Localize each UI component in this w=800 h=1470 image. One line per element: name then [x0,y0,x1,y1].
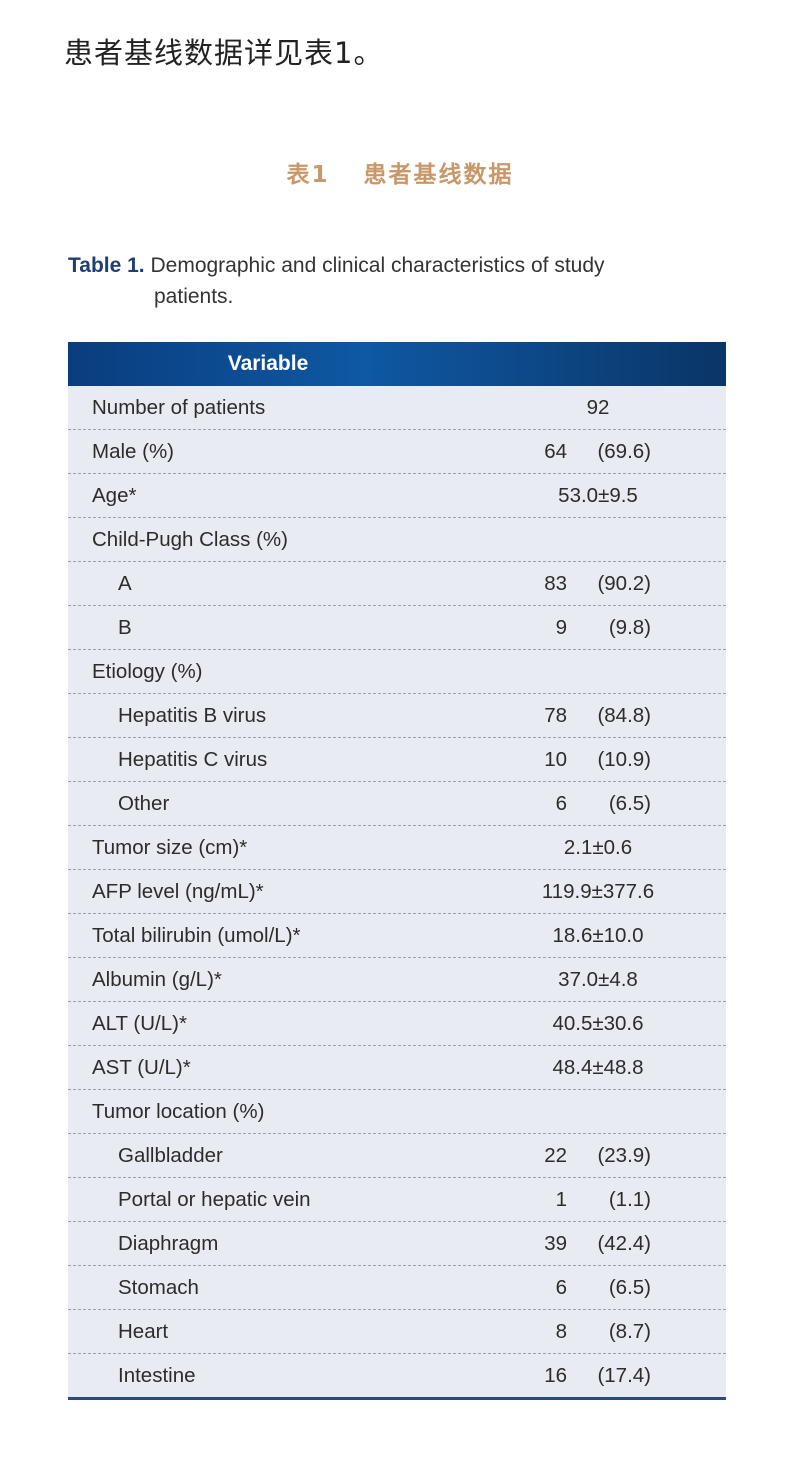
row-count: 22 [544,1144,567,1167]
caption-line1: Demographic and clinical characteristics… [150,254,605,277]
row-label: Albumin (g/L)* [92,968,222,991]
row-label: Tumor size (cm)* [92,836,248,859]
table-row: AFP level (ng/mL)* 119.9±377.6 [68,870,726,914]
characteristics-table: Variable Number of patients 92 Male (%) 64 (… [68,342,726,1400]
row-count: 64 [544,440,567,463]
row-percent: (84.8) [597,704,651,727]
table-row: Number of patients 92 [68,386,726,430]
header-variable: Variable [227,352,309,375]
row-label: Diaphragm [118,1232,219,1255]
table-number: 表1 [286,162,330,188]
table-row: B 9 (9.8) [68,606,726,650]
row-percent: (69.6) [597,440,651,463]
table-row: Hepatitis C virus 10 (10.9) [68,738,726,782]
row-percent: (17.4) [597,1364,651,1387]
table-row: Other 6 (6.5) [68,782,726,826]
table-row: A 83 (90.2) [68,562,726,606]
table-row: Etiology (%) [68,650,726,694]
table-row: Intestine 16 (17.4) [68,1354,726,1400]
table-row: Hepatitis B virus 78 (84.8) [68,694,726,738]
row-count: 8 [555,1320,567,1343]
row-value: 2.1±0.6 [563,836,633,859]
row-label: Portal or hepatic vein [118,1188,311,1211]
row-value: 119.9±377.6 [541,880,655,903]
row-label: Gallbladder [118,1144,223,1167]
caption-line2: patients. [154,285,234,308]
row-label: ALT (U/L)* [92,1012,187,1035]
row-count: 16 [544,1364,567,1387]
row-count: 9 [555,616,567,639]
row-label: B [118,616,132,639]
table-title-text: 患者基线数据 [363,162,514,188]
table-row: Total bilirubin (umol/L)* 18.6±10.0 [68,914,726,958]
table-row: Portal or hepatic vein 1 (1.1) [68,1178,726,1222]
table-row: Albumin (g/L)* 37.0±4.8 [68,958,726,1002]
intro-text: 患者基线数据详见表1。 [64,36,384,70]
table-row: AST (U/L)* 48.4±48.8 [68,1046,726,1090]
row-count: 10 [544,748,567,771]
row-label: Male (%) [92,440,175,463]
table-row: Gallbladder 22 (23.9) [68,1134,726,1178]
row-value: 48.4±48.8 [552,1056,644,1079]
row-label: Heart [118,1320,169,1343]
row-label: Number of patients [92,396,266,419]
row-count: 6 [555,792,567,815]
row-value: 40.5±30.6 [552,1012,644,1035]
row-value: 92 [586,396,610,419]
row-label: Etiology (%) [92,660,203,683]
row-label: Child-Pugh Class (%) [92,528,288,551]
table-row: Stomach 6 (6.5) [68,1266,726,1310]
table-row: Heart 8 (8.7) [68,1310,726,1354]
row-label: AST (U/L)* [92,1056,191,1079]
table-row: Tumor size (cm)* 2.1±0.6 [68,826,726,870]
row-value: 18.6±10.0 [552,924,644,947]
row-percent: (1.1) [608,1188,651,1211]
row-label: Other [118,792,170,815]
row-percent: (23.9) [597,1144,651,1167]
table-row: ALT (U/L)* 40.5±30.6 [68,1002,726,1046]
row-percent: (6.5) [608,792,651,815]
chinese-table-title: 表1 患者基线数据 [0,155,800,189]
row-label: AFP level (ng/mL)* [92,880,264,903]
table-row: Tumor location (%) [68,1090,726,1134]
row-label: Total bilirubin (umol/L)* [92,924,301,947]
caption-label: Table 1. [68,254,145,277]
table-row: Diaphragm 39 (42.4) [68,1222,726,1266]
row-label: Tumor location (%) [92,1100,265,1123]
row-value: 53.0±9.5 [558,484,638,507]
row-label: Intestine [118,1364,196,1387]
row-label: Hepatitis B virus [118,704,267,727]
row-percent: (9.8) [608,616,651,639]
row-percent: (8.7) [608,1320,651,1343]
row-count: 39 [544,1232,567,1255]
row-count: 78 [544,704,567,727]
row-percent: (90.2) [597,572,651,595]
row-count: 83 [544,572,567,595]
row-count: 1 [555,1188,567,1211]
table-row: Child-Pugh Class (%) [68,518,726,562]
row-label: Stomach [118,1276,199,1299]
row-percent: (10.9) [597,748,651,771]
row-value: 37.0±4.8 [558,968,638,991]
row-label: A [118,572,132,595]
table-row: Age* 53.0±9.5 [68,474,726,518]
table-header: Variable [68,342,726,386]
row-percent: (6.5) [608,1276,651,1299]
row-count: 6 [555,1276,567,1299]
row-percent: (42.4) [597,1232,651,1255]
row-label: Hepatitis C virus [118,748,268,771]
table-row: Male (%) 64 (69.6) [68,430,726,474]
row-label: Age* [92,484,137,507]
table-caption: Table 1. Demographic and clinical charac… [68,250,688,312]
